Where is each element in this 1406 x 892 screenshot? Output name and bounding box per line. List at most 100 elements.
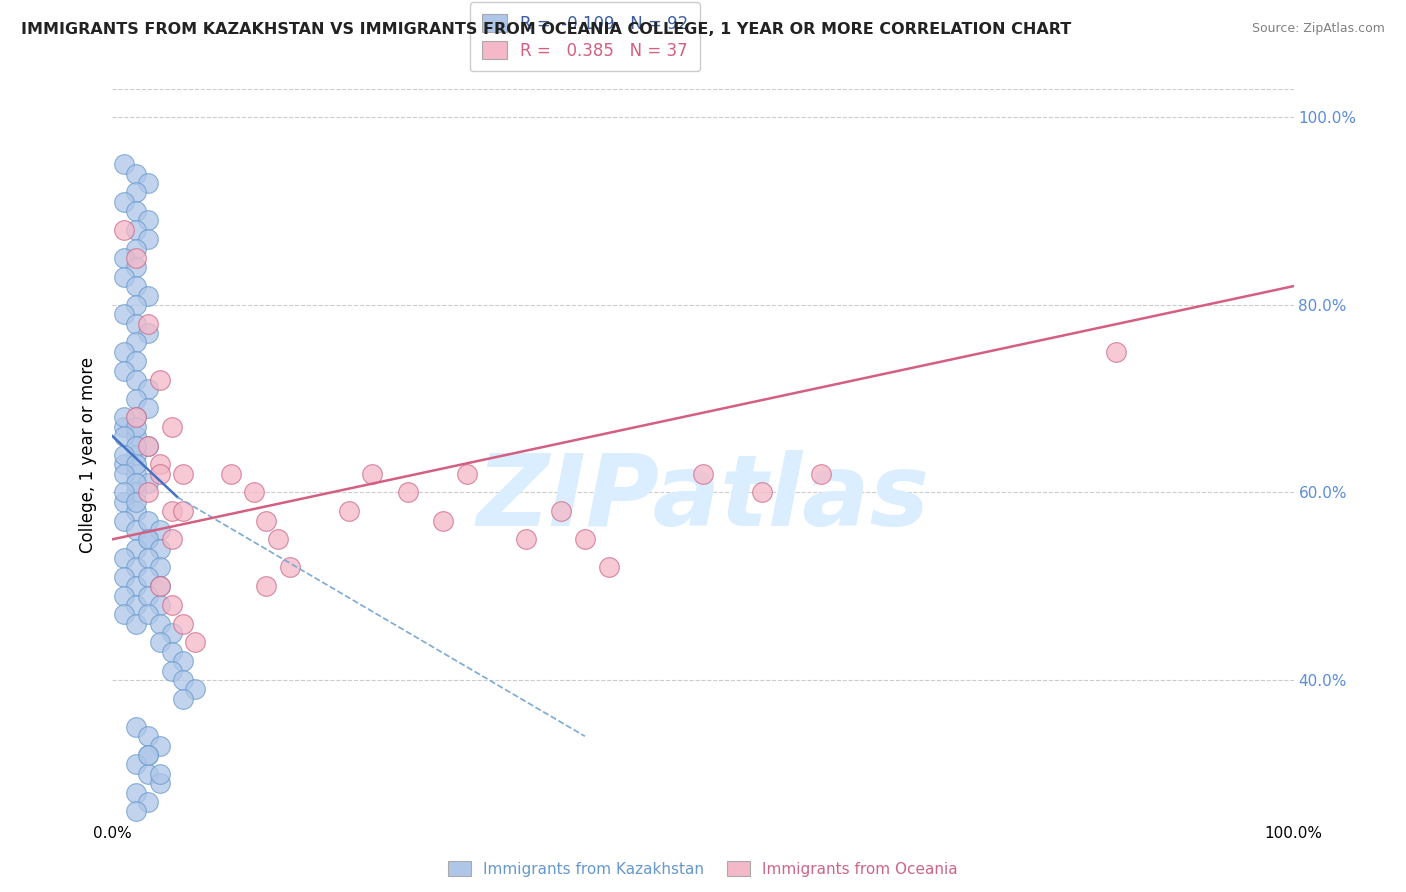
Point — [160, 533, 183, 547]
Point — [112, 495, 135, 509]
Point — [125, 495, 148, 509]
Point — [125, 504, 148, 518]
Point — [172, 654, 194, 668]
Point — [136, 551, 159, 566]
Point — [125, 785, 148, 799]
Point — [136, 232, 159, 246]
Point — [149, 635, 172, 649]
Point — [125, 720, 148, 734]
Point — [125, 279, 148, 293]
Point — [112, 363, 135, 377]
Point — [149, 598, 172, 612]
Point — [149, 560, 172, 574]
Point — [125, 317, 148, 331]
Point — [149, 616, 172, 631]
Point — [112, 269, 135, 284]
Point — [598, 560, 620, 574]
Point — [112, 429, 135, 443]
Text: ZIPatlas: ZIPatlas — [477, 450, 929, 548]
Point — [136, 485, 159, 500]
Point — [136, 570, 159, 584]
Point — [149, 579, 172, 593]
Point — [125, 335, 148, 350]
Point — [136, 729, 159, 743]
Point — [125, 438, 148, 452]
Point — [172, 467, 194, 481]
Point — [160, 626, 183, 640]
Point — [112, 589, 135, 603]
Point — [160, 645, 183, 659]
Point — [112, 223, 135, 237]
Point — [112, 251, 135, 265]
Point — [125, 429, 148, 443]
Point — [112, 344, 135, 359]
Point — [125, 476, 148, 491]
Point — [125, 560, 148, 574]
Point — [172, 691, 194, 706]
Point — [1105, 344, 1128, 359]
Point — [125, 419, 148, 434]
Point — [136, 176, 159, 190]
Point — [125, 757, 148, 772]
Point — [751, 485, 773, 500]
Point — [125, 260, 148, 275]
Point — [125, 167, 148, 181]
Point — [149, 458, 172, 472]
Point — [125, 186, 148, 200]
Point — [125, 541, 148, 556]
Point — [112, 458, 135, 472]
Point — [112, 570, 135, 584]
Point — [396, 485, 419, 500]
Legend: Immigrants from Kazakhstan, Immigrants from Oceania: Immigrants from Kazakhstan, Immigrants f… — [440, 853, 966, 884]
Point — [160, 598, 183, 612]
Point — [136, 438, 159, 452]
Point — [112, 157, 135, 171]
Point — [112, 607, 135, 622]
Point — [112, 194, 135, 209]
Point — [125, 298, 148, 312]
Point — [149, 776, 172, 790]
Point — [112, 514, 135, 528]
Point — [136, 747, 159, 762]
Point — [337, 504, 360, 518]
Point — [136, 795, 159, 809]
Point — [136, 401, 159, 415]
Point — [112, 410, 135, 425]
Point — [136, 476, 159, 491]
Y-axis label: College, 1 year or more: College, 1 year or more — [79, 357, 97, 553]
Point — [278, 560, 301, 574]
Point — [125, 616, 148, 631]
Point — [125, 354, 148, 368]
Point — [184, 635, 207, 649]
Point — [112, 467, 135, 481]
Point — [136, 533, 159, 547]
Point — [125, 373, 148, 387]
Point — [160, 664, 183, 678]
Point — [112, 551, 135, 566]
Point — [149, 467, 172, 481]
Point — [136, 747, 159, 762]
Point — [136, 326, 159, 340]
Point — [125, 448, 148, 462]
Point — [149, 579, 172, 593]
Point — [160, 504, 183, 518]
Point — [125, 523, 148, 537]
Point — [125, 410, 148, 425]
Point — [125, 485, 148, 500]
Point — [112, 307, 135, 321]
Point — [550, 504, 572, 518]
Point — [361, 467, 384, 481]
Point — [136, 514, 159, 528]
Point — [149, 373, 172, 387]
Point — [243, 485, 266, 500]
Point — [136, 533, 159, 547]
Point — [254, 579, 277, 593]
Point — [125, 598, 148, 612]
Point — [456, 467, 478, 481]
Point — [112, 448, 135, 462]
Point — [136, 317, 159, 331]
Point — [125, 804, 148, 818]
Point — [149, 541, 172, 556]
Point — [136, 607, 159, 622]
Point — [172, 616, 194, 631]
